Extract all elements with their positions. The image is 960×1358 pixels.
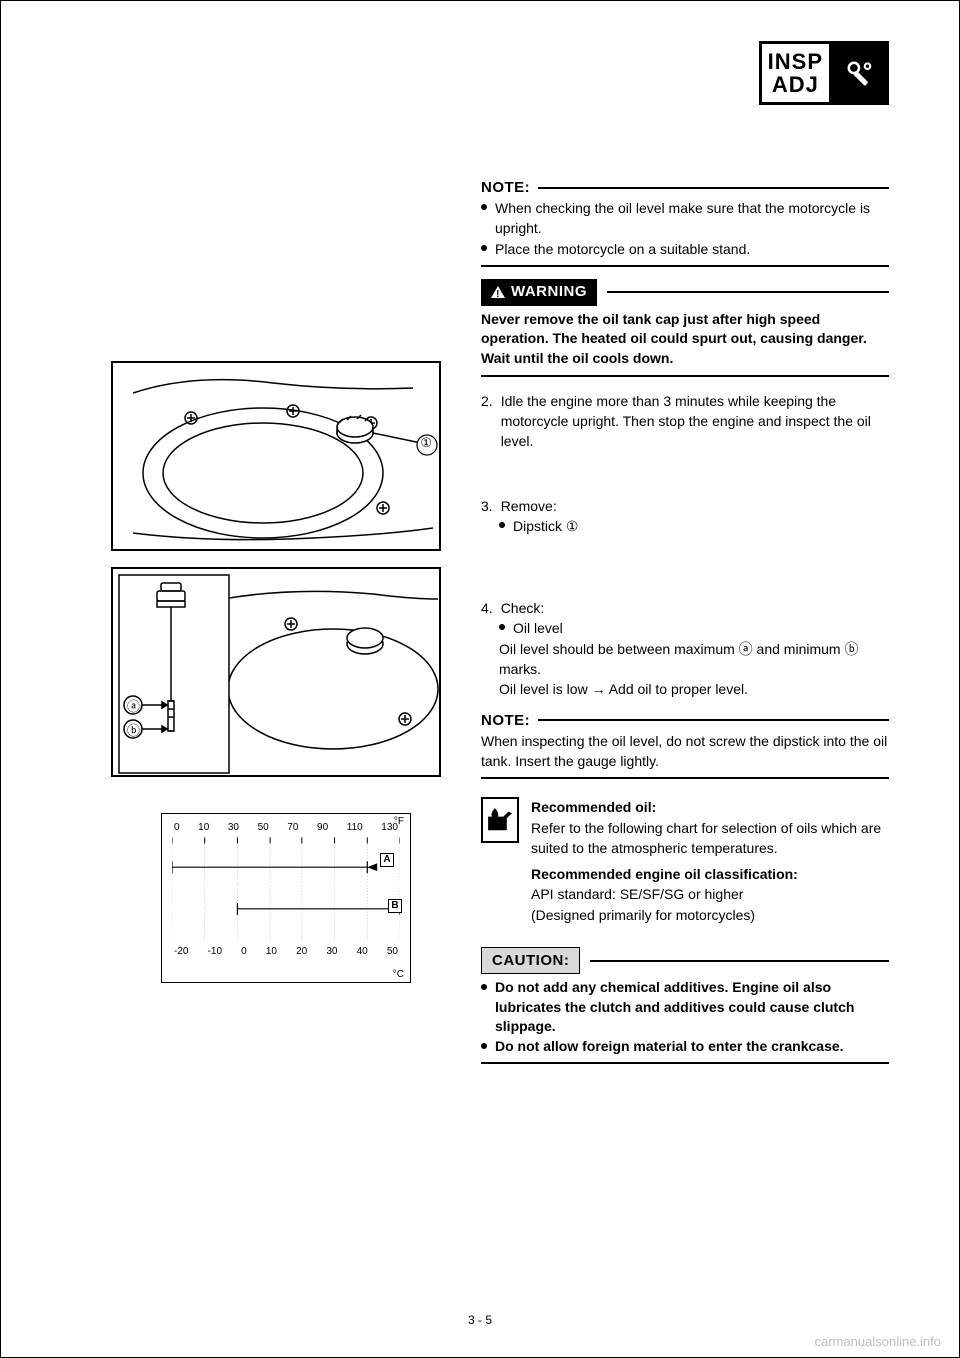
f-axis: 0 10 30 50 70 90 110 130 xyxy=(172,822,400,833)
page-number: 3 - 5 xyxy=(1,1313,959,1327)
caution-header: CAUTION: xyxy=(481,947,889,974)
left-column: ① xyxy=(111,361,441,983)
rule xyxy=(481,375,889,377)
callout-a: ⓐ xyxy=(127,696,140,715)
caution-label: CAUTION: xyxy=(481,947,580,974)
svg-text:!: ! xyxy=(496,289,500,298)
warning-body: Never remove the oil tank cap just after… xyxy=(481,310,889,369)
recommended-oil: Recommended oil: Refer to the following … xyxy=(481,797,889,925)
note-header: NOTE: xyxy=(481,712,889,729)
chart-label-b: B xyxy=(388,899,402,913)
note-bullet: Place the motorcycle on a suitable stand… xyxy=(481,239,889,259)
watermark: carmanualsonline.info xyxy=(815,1334,941,1349)
badge-line1: INSP xyxy=(768,50,823,73)
step: 2.Idle the engine more than 3 minutes wh… xyxy=(481,391,889,452)
warning-header: ! WARNING xyxy=(481,279,889,306)
note-bullet: When checking the oil level make sure th… xyxy=(481,198,889,239)
badge-text: INSP ADJ xyxy=(762,44,832,102)
step: 4.Check: Oil level Oil level should be b… xyxy=(481,598,889,699)
rule xyxy=(481,265,889,267)
step: 3.Remove: Dipstick ① xyxy=(481,496,889,537)
section-badge: INSP ADJ xyxy=(759,41,889,105)
warning-label: ! WARNING xyxy=(481,279,597,306)
rule xyxy=(607,291,889,293)
badge-line2: ADJ xyxy=(768,73,823,96)
warning-triangle-icon: ! xyxy=(491,285,505,302)
callout-b: ⓑ xyxy=(127,720,140,739)
callout-1: ① xyxy=(420,435,432,451)
figure-dipstick-location: ① xyxy=(111,361,441,551)
figure-dipstick-marks: ⓐ ⓑ xyxy=(111,567,441,777)
note-label: NOTE: xyxy=(481,179,530,196)
unit-c: °C xyxy=(393,969,404,980)
note-header: NOTE: xyxy=(481,179,889,196)
caution-body: Do not add any chemical additives. Engin… xyxy=(481,978,889,1056)
right-column: NOTE: When checking the oil level make s… xyxy=(481,179,889,1076)
plot-area: A B xyxy=(172,837,400,942)
note-label: NOTE: xyxy=(481,712,530,729)
recommended-text: Recommended oil: Refer to the following … xyxy=(531,797,889,925)
rule xyxy=(481,1062,889,1064)
rule xyxy=(590,960,889,962)
chart-label-a: A xyxy=(380,853,394,867)
oil-temperature-chart: °F °C 0 10 30 50 70 90 110 130 xyxy=(161,813,411,983)
wrench-gear-icon xyxy=(832,44,886,102)
note-body: When checking the oil level make sure th… xyxy=(481,198,889,259)
c-axis: -20 -10 0 10 20 30 40 50 xyxy=(172,946,400,957)
rule xyxy=(538,187,889,189)
rule xyxy=(538,719,889,721)
rule xyxy=(481,777,889,779)
note-body: When inspecting the oil level, do not sc… xyxy=(481,731,889,772)
page: INSP ADJ NOTE: When checking the oil lev… xyxy=(1,1,959,1357)
unit-f: °F xyxy=(394,816,404,827)
oilcan-icon xyxy=(481,797,519,843)
